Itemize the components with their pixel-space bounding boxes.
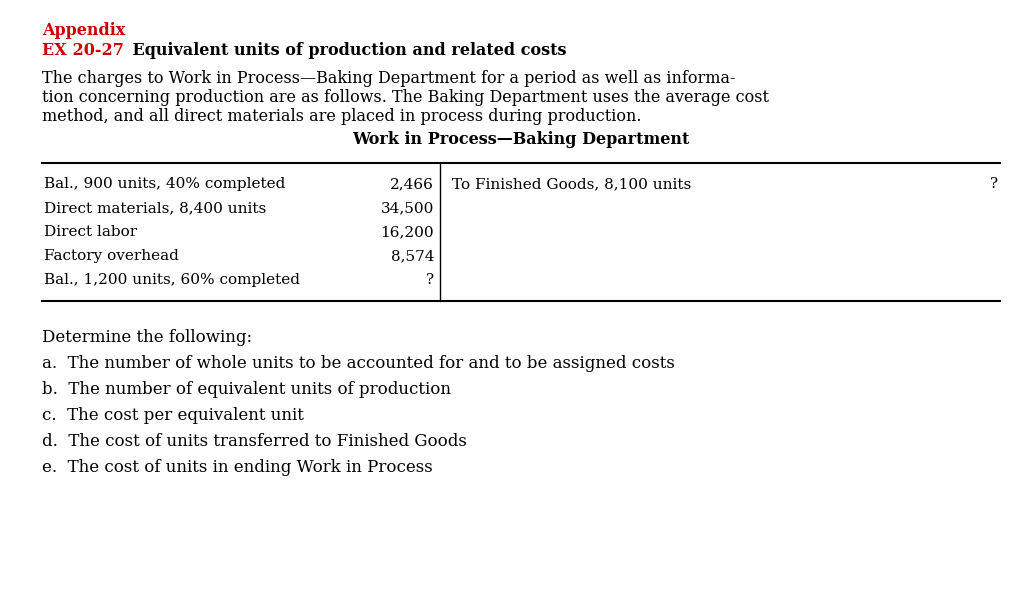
Text: tion concerning production are as follows. The Baking Department uses the averag: tion concerning production are as follow…: [42, 89, 769, 106]
Text: Factory overhead: Factory overhead: [44, 249, 179, 263]
Text: EX 20-27: EX 20-27: [42, 42, 124, 59]
Text: method, and all direct materials are placed in process during production.: method, and all direct materials are pla…: [42, 108, 642, 125]
Text: c.  The cost per equivalent unit: c. The cost per equivalent unit: [42, 407, 304, 424]
Text: Bal., 900 units, 40% completed: Bal., 900 units, 40% completed: [44, 177, 285, 191]
Text: e.  The cost of units in ending Work in Process: e. The cost of units in ending Work in P…: [42, 459, 433, 476]
Text: ?: ?: [990, 177, 998, 191]
Text: 34,500: 34,500: [381, 201, 434, 215]
Text: ?: ?: [425, 273, 434, 287]
Text: d.  The cost of units transferred to Finished Goods: d. The cost of units transferred to Fini…: [42, 433, 467, 450]
Text: 16,200: 16,200: [380, 225, 434, 239]
Text: Determine the following:: Determine the following:: [42, 329, 252, 346]
Text: Equivalent units of production and related costs: Equivalent units of production and relat…: [110, 42, 567, 59]
Text: Appendix: Appendix: [42, 22, 126, 39]
Text: To Finished Goods, 8,100 units: To Finished Goods, 8,100 units: [452, 177, 691, 191]
Text: Direct materials, 8,400 units: Direct materials, 8,400 units: [44, 201, 266, 215]
Text: a.  The number of whole units to be accounted for and to be assigned costs: a. The number of whole units to be accou…: [42, 355, 675, 372]
Text: Work in Process—Baking Department: Work in Process—Baking Department: [352, 131, 690, 148]
Text: The charges to Work in Process—Baking Department for a period as well as informa: The charges to Work in Process—Baking De…: [42, 70, 735, 87]
Text: 8,574: 8,574: [390, 249, 434, 263]
Text: b.  The number of equivalent units of production: b. The number of equivalent units of pro…: [42, 381, 451, 398]
Text: 2,466: 2,466: [390, 177, 434, 191]
Text: Direct labor: Direct labor: [44, 225, 137, 239]
Text: Bal., 1,200 units, 60% completed: Bal., 1,200 units, 60% completed: [44, 273, 300, 287]
